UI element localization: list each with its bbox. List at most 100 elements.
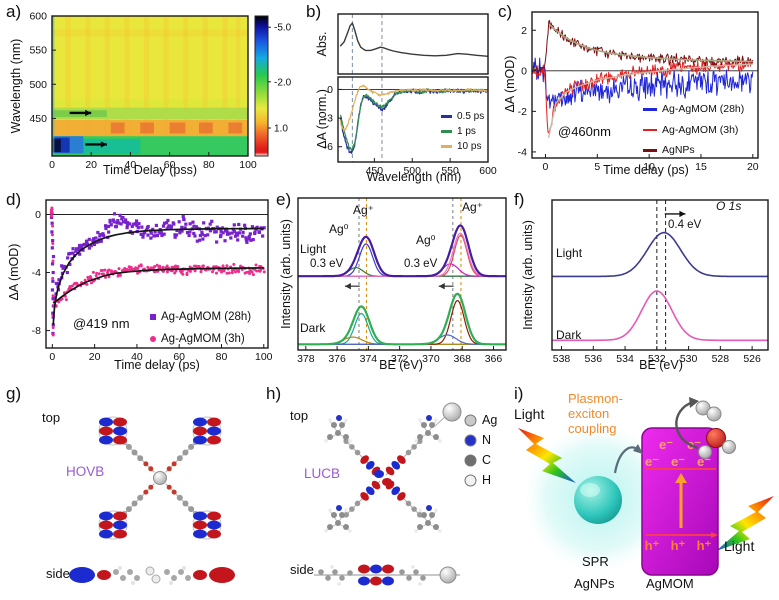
g-side-view-label: side (46, 566, 70, 581)
redox-cycle-arrowhead (689, 397, 699, 408)
c-probe-annotation: @460nm (558, 124, 611, 139)
panel-letter-h: h) (266, 384, 282, 403)
d-x-axis-label: Time delay (ps) (114, 358, 200, 372)
coupling-caption: Plasmon- exciton coupling (568, 391, 623, 436)
n-atom-icon (464, 434, 477, 446)
g-top-view-label: top (42, 410, 61, 425)
svg-text:-4: -4 (518, 146, 527, 158)
svg-text:5: 5 (594, 161, 600, 173)
ta-heatmap: 0 20 40 60 80 100 450 500 550 600 (29, 11, 256, 172)
panel-letter-c: c) (498, 2, 513, 21)
f-light-label: Light (556, 246, 583, 260)
svg-text:80: 80 (203, 159, 215, 171)
svg-text:0: 0 (327, 84, 333, 96)
svg-text:376: 376 (328, 353, 346, 365)
water-oxygen (706, 428, 726, 448)
svg-text:536: 536 (585, 353, 603, 365)
panel-letter-i: i) (514, 384, 524, 403)
svg-text:10: 10 (643, 161, 655, 173)
hovb-orbital-graphic (69, 416, 235, 585)
d-probe-annotation: @419 nm (73, 316, 130, 331)
silver-atom (439, 566, 457, 584)
svg-text:-8: -8 (32, 325, 41, 337)
silver-atom (442, 402, 462, 422)
legend-swatch (441, 145, 452, 148)
svg-text:500: 500 (403, 165, 421, 177)
i-light-label-left: Light (514, 406, 545, 422)
kinetics-419nm-plot: 0 20 40 60 80 100 0 -4 -8 (32, 199, 273, 363)
legend-c: Ag-AgMOM (28h) Ag-AgMOM (3h) AgNPs (643, 99, 744, 161)
svg-text:1.0: 1.0 (274, 124, 288, 135)
e-agplus-label-right: Ag⁺ (462, 200, 484, 214)
svg-text:372: 372 (391, 353, 409, 365)
atom-legend: Ag N C H (464, 410, 497, 490)
electron-label: e⁻ (645, 454, 659, 469)
c-atom-icon (464, 454, 477, 466)
spr-label: SPR (582, 554, 609, 569)
h-side-view-label: side (290, 562, 314, 577)
panel-letter-f: f) (514, 190, 525, 209)
legend-swatch (643, 149, 657, 152)
e-shift-label-right: 0.3 eV (404, 258, 438, 270)
svg-text:40: 40 (125, 159, 137, 171)
legend-label: Ag-AgMOM (3h) (161, 333, 245, 345)
hole-label: h⁺ (671, 538, 686, 553)
plasmon-exciton-schematic: e⁻ e⁻ e⁻ e⁻ e⁻ h⁺ h⁺ h⁺ (518, 397, 774, 576)
f-dark-label: Dark (556, 328, 582, 342)
xps-ag3d-plot: 378 376 374 372 370 368 366 (297, 197, 507, 365)
redox-cycle-arrow (675, 400, 699, 450)
electron-label: e⁻ (671, 454, 685, 469)
svg-text:-6: -6 (324, 141, 333, 153)
svg-text:370: 370 (422, 353, 440, 365)
silver-center-atom (153, 471, 167, 485)
e-dark-label: Dark (300, 321, 326, 335)
legend-item: Ag (464, 410, 497, 430)
legend-swatch (441, 115, 452, 118)
legend-item: N (464, 430, 497, 450)
svg-text:-5.0: -5.0 (274, 23, 292, 34)
legend-swatch (643, 128, 657, 131)
h2-molecule (706, 406, 722, 422)
coupling-line: coupling (568, 421, 617, 436)
svg-text:20: 20 (89, 351, 101, 363)
svg-text:-2: -2 (518, 106, 527, 118)
svg-text:500: 500 (29, 79, 47, 91)
g-orbital-label: HOVB (66, 464, 105, 479)
legend-b: 0.5 ps 1 ps 10 ps (441, 109, 484, 154)
legend-item: AgNPs (643, 140, 744, 161)
panel-letter-d: d) (6, 190, 22, 209)
water-hydrogen (722, 440, 736, 454)
h-atom-icon (464, 474, 477, 486)
legend-item: 1 ps (441, 124, 484, 139)
electron-transfer-arrowhead (633, 444, 643, 454)
legend-label: Ag-AgMOM (28h) (161, 311, 252, 323)
legend-item: C (464, 450, 497, 470)
svg-text:600: 600 (479, 165, 497, 177)
legend-label: AgNPs (662, 144, 695, 157)
svg-text:0: 0 (35, 209, 41, 221)
svg-text:368: 368 (453, 353, 471, 365)
svg-text:528: 528 (712, 353, 730, 365)
svg-text:100: 100 (239, 159, 257, 171)
f-y-axis-label: Intensity (arb. units) (521, 220, 535, 330)
g-side-view (69, 566, 235, 585)
coupling-line: Plasmon- (568, 391, 623, 406)
svg-text:538: 538 (553, 353, 571, 365)
svg-text:100: 100 (255, 351, 273, 363)
svg-text:40: 40 (131, 351, 143, 363)
svg-text:0: 0 (543, 161, 549, 173)
svg-text:550: 550 (441, 165, 459, 177)
svg-text:374: 374 (360, 353, 378, 365)
legend-item: Ag-AgMOM (3h) (643, 120, 744, 141)
b-abs-axis-label: Abs. (315, 31, 329, 57)
svg-text:0: 0 (521, 65, 527, 77)
electron-label: e⁻ (659, 437, 673, 452)
h-orbital-label: LUCB (304, 466, 341, 481)
h-side-view (314, 564, 460, 586)
panel-letter-b: b) (306, 2, 322, 21)
sphere-highlight (580, 483, 600, 497)
svg-text:550: 550 (29, 45, 47, 57)
legend-d: Ag-AgMOM (28h) Ag-AgMOM (3h) (150, 306, 251, 350)
hole-label: h⁺ (645, 538, 660, 553)
